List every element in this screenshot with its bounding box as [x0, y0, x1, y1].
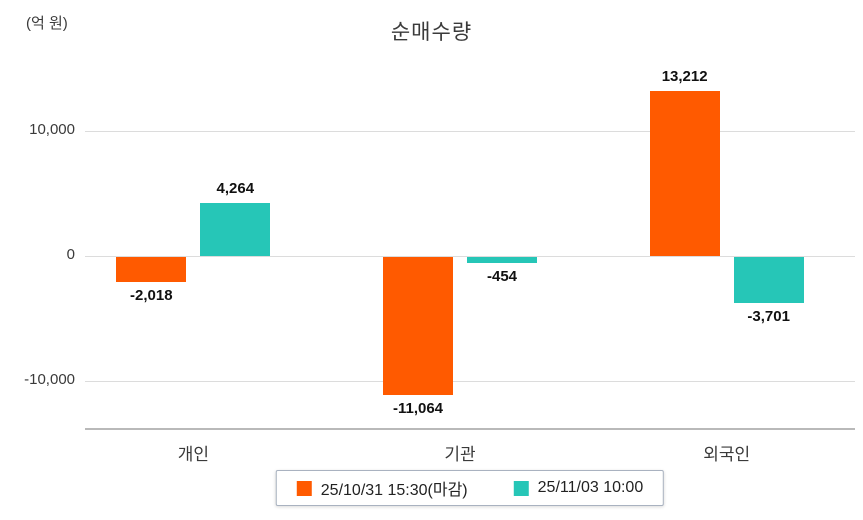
legend-swatch [296, 480, 312, 496]
bar-series1 [116, 257, 187, 283]
bar-series2 [467, 257, 537, 263]
bar-series2 [733, 257, 804, 304]
gridline-10000 [85, 131, 855, 132]
y-tick-label: 10,000 [29, 121, 75, 138]
bar-value-label: -2,018 [130, 287, 173, 305]
legend-swatch [513, 480, 529, 496]
legend: 25/10/31 15:30(마감) 25/11/03 10:00 [275, 470, 665, 506]
gridline--10000 [85, 381, 855, 382]
bar-value-label: -3,701 [747, 308, 790, 326]
legend-label: 25/11/03 10:00 [537, 479, 644, 496]
bar-value-label: 4,264 [216, 179, 255, 197]
y-tick-label: -10,000 [24, 371, 75, 388]
bar-series2 [200, 202, 271, 256]
category-label: 기관 [444, 445, 476, 464]
bar-value-label: 13,212 [661, 67, 708, 85]
legend-item-1[interactable]: 25/10/31 15:30(마감) [296, 476, 468, 500]
x-axis-line [85, 428, 855, 430]
y-axis-unit-label: (억 원) [26, 15, 68, 32]
category-label: 개인 [177, 445, 209, 464]
gridline-0 [85, 256, 855, 257]
category-label: 외국인 [703, 445, 751, 464]
legend-item-2[interactable]: 25/11/03 10:00 [513, 479, 644, 497]
y-tick-label: 0 [66, 246, 75, 263]
chart-title: 순매수량 [390, 21, 473, 44]
bar-series1 [383, 257, 453, 396]
bar-series1 [649, 90, 720, 256]
legend-label: 25/10/31 15:30(마감) [320, 482, 468, 499]
bar-value-label: -454 [486, 267, 518, 285]
bar-value-label: -11,064 [392, 400, 444, 418]
